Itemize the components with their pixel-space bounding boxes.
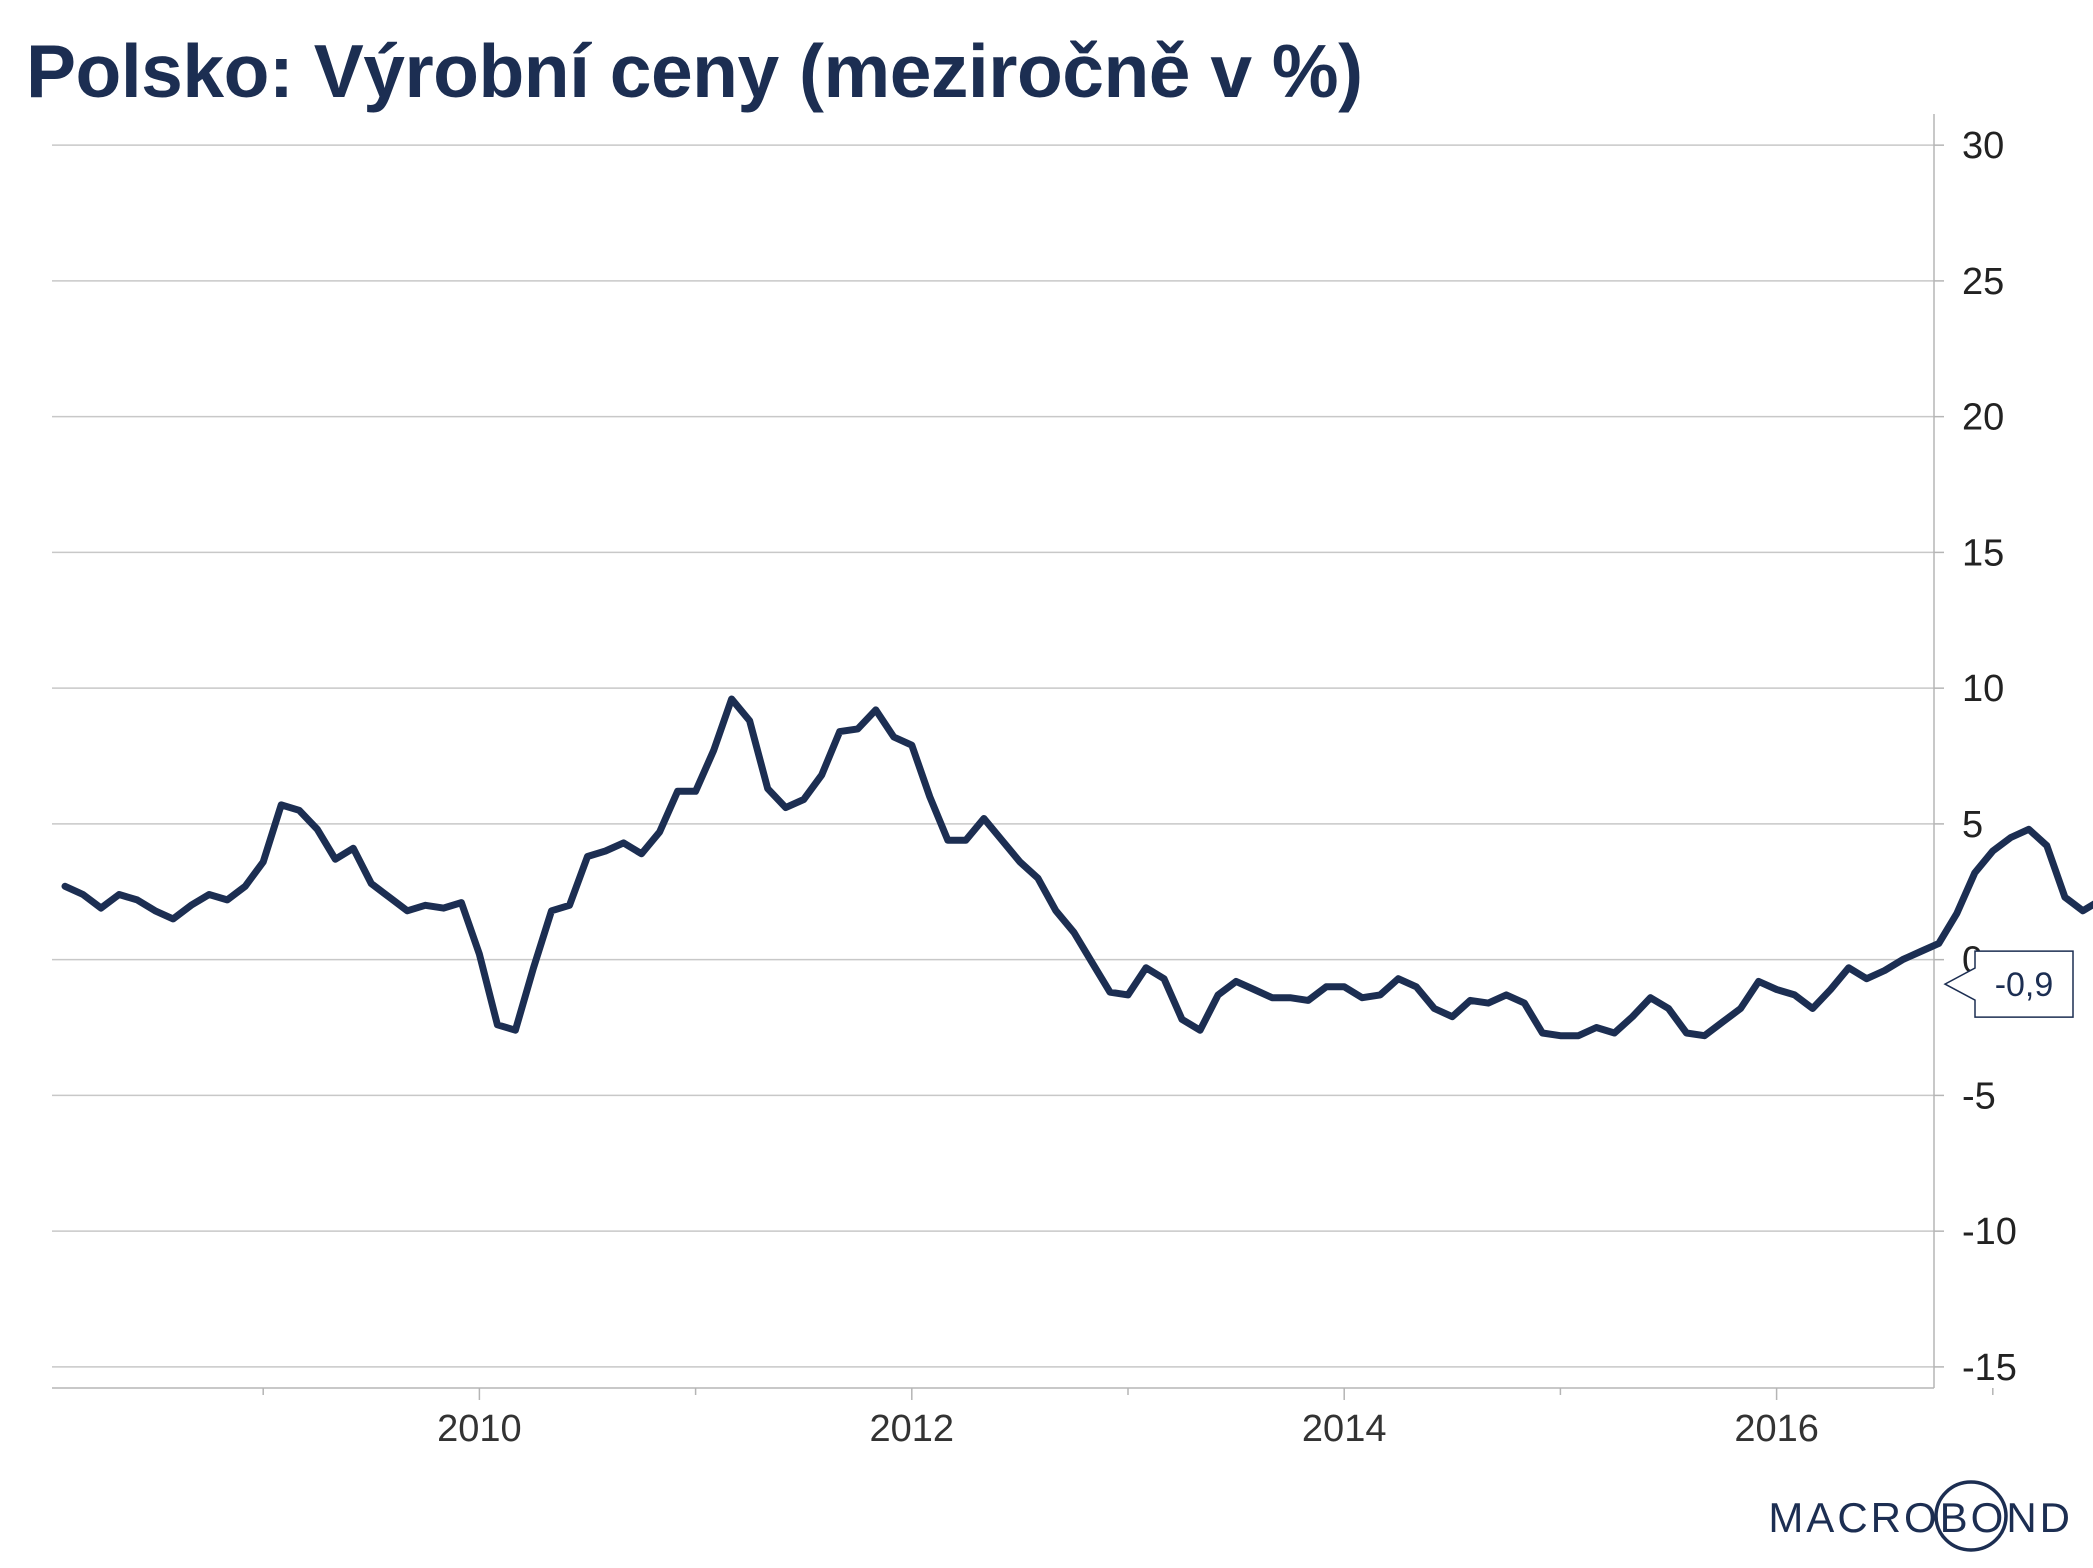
x-tick-label: 2016 bbox=[1734, 1408, 1819, 1450]
y-tick-label: -5 bbox=[1962, 1075, 1996, 1117]
axes bbox=[52, 114, 1994, 1400]
last-value-annotation: -0,9 bbox=[1943, 950, 2074, 1018]
logo-text: MACROBOND bbox=[1768, 1494, 2073, 1541]
y-tick-label: -10 bbox=[1962, 1211, 2017, 1253]
x-tick-label: 2014 bbox=[1302, 1408, 1387, 1450]
y-tick-label: 20 bbox=[1962, 397, 2004, 439]
y-tick-label: -15 bbox=[1962, 1347, 2017, 1389]
x-axis-ticks: 20102012201420162018202020222024 bbox=[437, 1408, 1819, 1450]
chart-title: Polsko: Výrobní ceny (meziročně v %) bbox=[26, 29, 1363, 113]
y-tick-label: 30 bbox=[1962, 125, 2004, 167]
last-value-box bbox=[1943, 950, 2074, 1018]
y-tick-label: 25 bbox=[1962, 261, 2004, 303]
x-tick-label: 2012 bbox=[870, 1408, 955, 1450]
last-value-label: -0,9 bbox=[1995, 966, 2054, 1004]
series-layer bbox=[61, 695, 2093, 1040]
y-tick-label: 15 bbox=[1962, 532, 2004, 574]
x-tick-label: 2010 bbox=[437, 1408, 522, 1450]
macrobond-logo: MACROBOND bbox=[1768, 1480, 2073, 1552]
logo-ring bbox=[1934, 1480, 2008, 1552]
gridlines bbox=[52, 144, 1934, 1368]
y-tick-label: 10 bbox=[1962, 668, 2004, 710]
series-line bbox=[61, 695, 2093, 1040]
y-tick-label: 5 bbox=[1962, 804, 1983, 846]
